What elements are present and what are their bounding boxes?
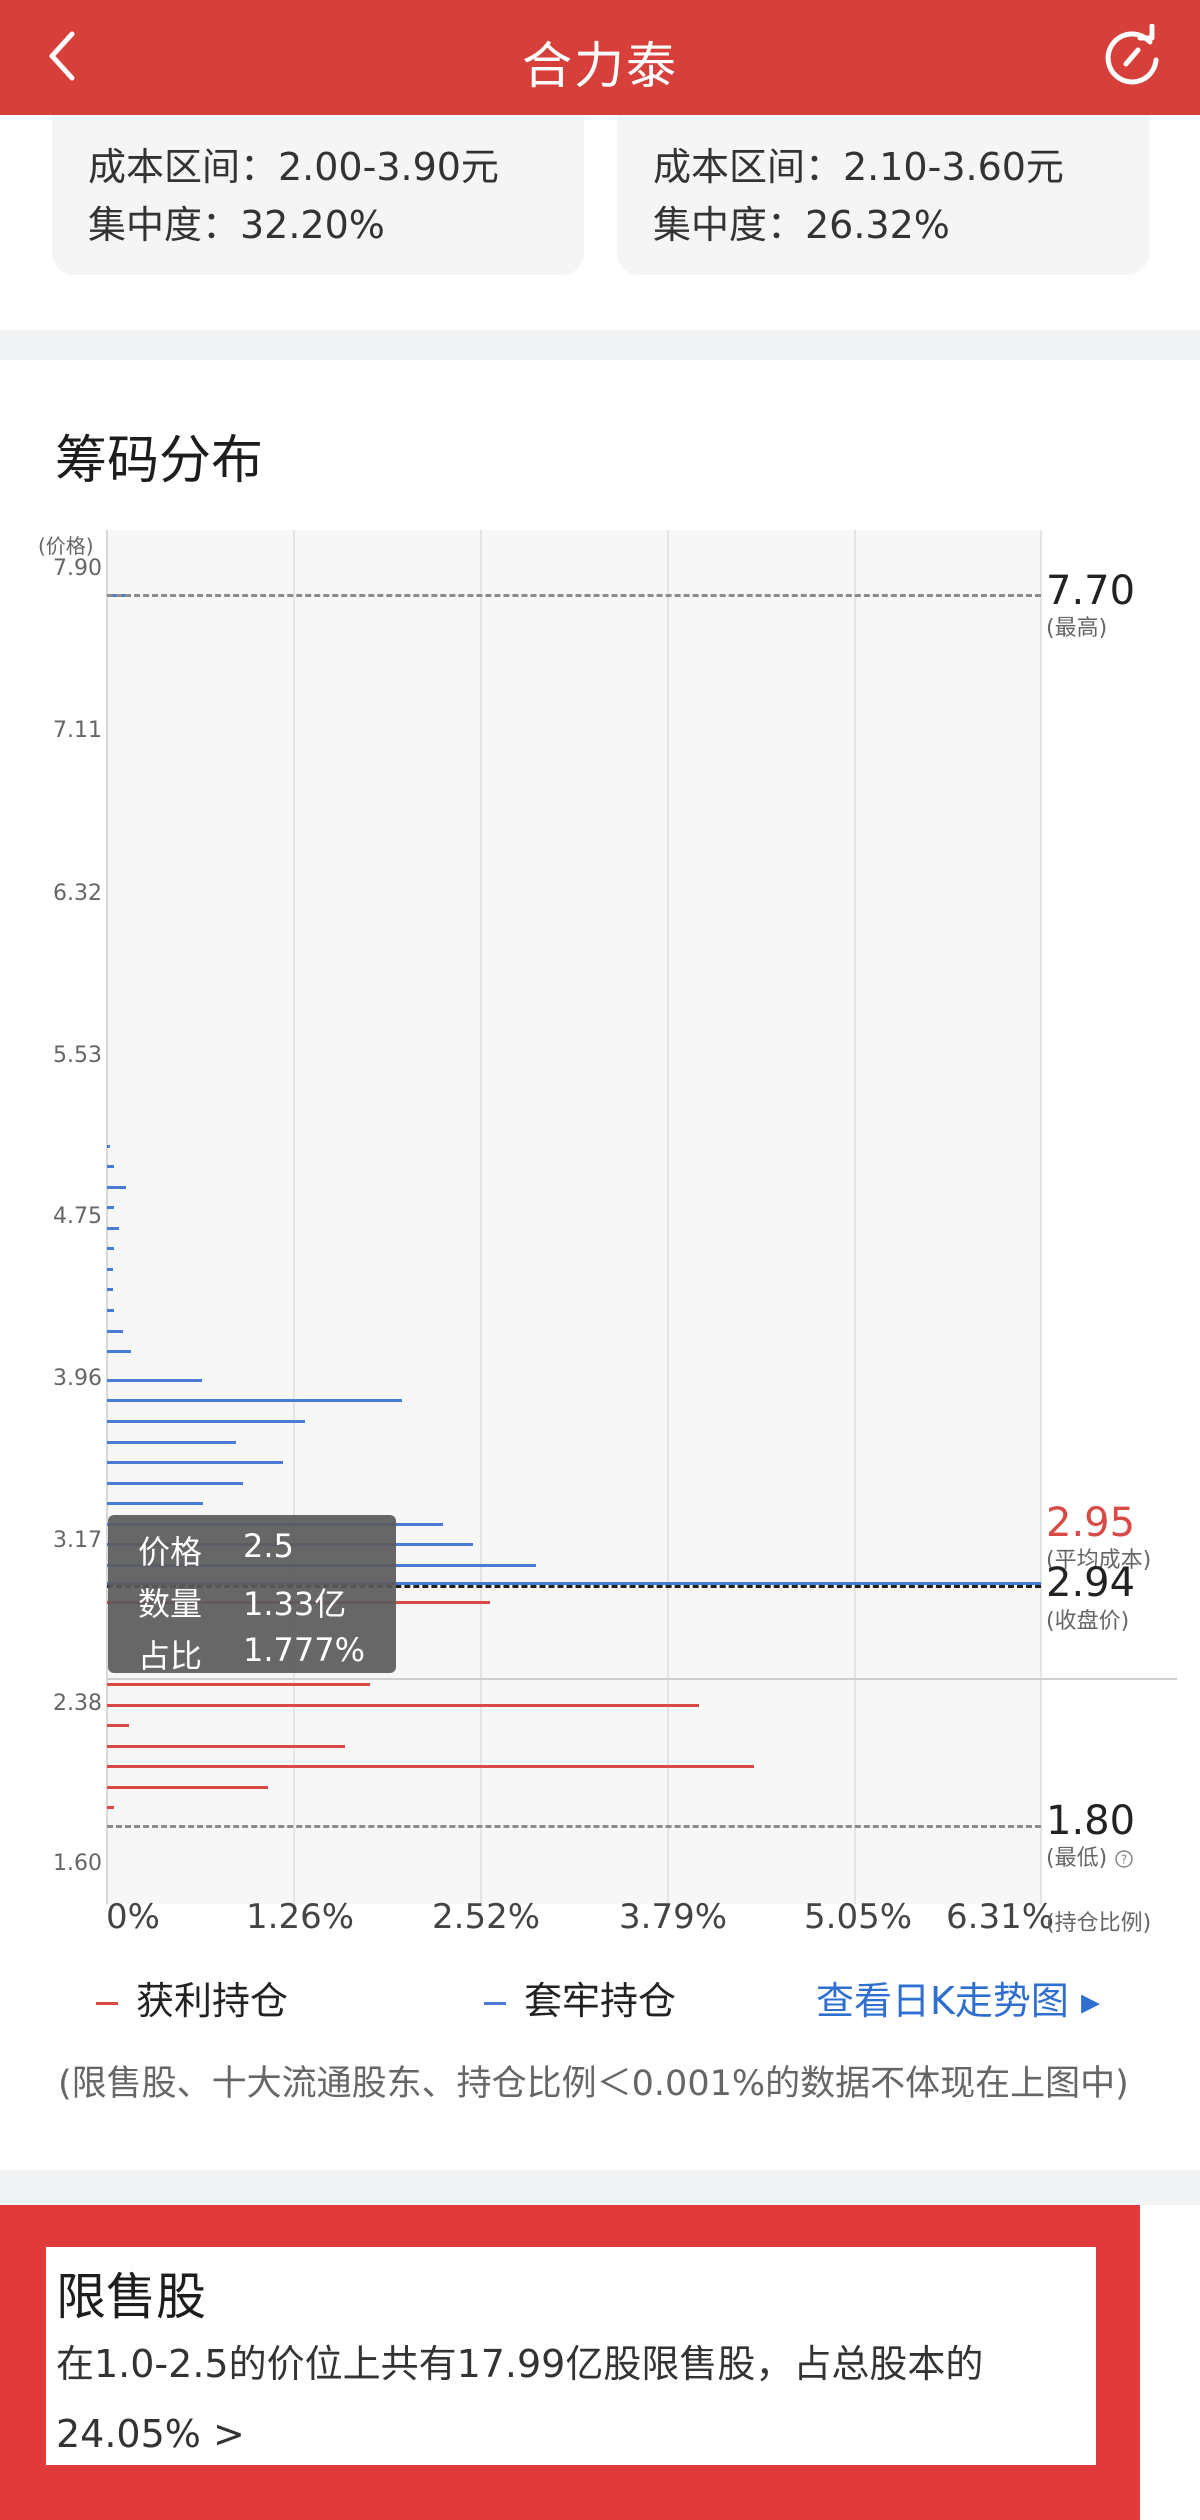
trapped-bar: [107, 1226, 119, 1230]
section-divider: [0, 330, 1200, 360]
profit-bar: [107, 1683, 371, 1687]
gridline: [667, 530, 669, 1904]
help-icon[interactable]: ?: [1114, 1849, 1134, 1869]
low-price-value: 1.80: [1046, 1798, 1136, 1844]
tooltip-ratio-label: 占比: [138, 1637, 203, 1675]
gridline: [854, 530, 856, 1904]
y-tick-label: 6.32: [53, 880, 102, 906]
close-price-label: (收盘价): [1046, 1609, 1130, 1634]
daily-kline-link[interactable]: 查看日K走势图 ▸: [816, 1979, 1101, 2023]
trapped-bar: [107, 1378, 202, 1382]
cost-card: 成本区间：2.10-3.60元 集中度：26.32%: [617, 115, 1149, 275]
x-tick-label: 0%: [106, 1897, 160, 1937]
high-price-line: [107, 594, 1041, 597]
svg-text:?: ?: [1121, 1853, 1127, 1867]
low-price-label: (最低) ?: [1046, 1840, 1134, 1872]
trapped-bar: [107, 1206, 115, 1210]
trapped-bar: [107, 1309, 115, 1312]
restricted-text: 在1.0-2.5的价位上共有17.99亿股限售股，占总股本的24.05% >: [56, 2342, 984, 2456]
y-tick-label: 3.96: [53, 1365, 102, 1391]
avg-cost-label: (平均成本): [1046, 1548, 1152, 1573]
trapped-bar: [107, 1582, 1041, 1586]
page-title: 合力泰: [522, 37, 678, 95]
trapped-bar: [107, 1288, 113, 1292]
y-tick-label: 2.38: [53, 1690, 102, 1716]
trapped-bar: [107, 1185, 127, 1189]
y-tick-label: 7.11: [53, 718, 102, 744]
cost-card: 成本区间：2.00-3.90元 集中度：32.20%: [52, 115, 584, 275]
x-tick-label: 3.79%: [619, 1897, 728, 1937]
tooltip-price-value: 2.5: [243, 1527, 294, 1565]
trapped-bar: [107, 1399, 402, 1403]
profit-bar: [107, 1703, 700, 1707]
trapped-bar: [107, 1350, 131, 1354]
trapped-bar: [107, 1267, 113, 1271]
trapped-bar: [107, 1420, 306, 1423]
trapped-bar: [107, 1144, 110, 1148]
chip-distribution-section: 筹码分布 (价格) 7.90 7.11 6.32 5.53 4.75 3.96 3.17 2.…: [0, 360, 1200, 2170]
profit-bar: [107, 1744, 346, 1748]
x-tick-label: 1.26%: [246, 1897, 355, 1937]
y-axis-line: [106, 530, 108, 1904]
tooltip-price-label: 价格: [138, 1533, 203, 1571]
gridline: [1040, 530, 1042, 1904]
y-tick-label: 5.53: [53, 1043, 102, 1069]
high-price-value: 7.70: [1046, 568, 1136, 614]
y-tick-label: 7.90: [53, 556, 102, 581]
legend-blue-swatch: [484, 2002, 506, 2005]
chevron-left-icon[interactable]: [42, 26, 82, 86]
y-tick-label: 1.60: [53, 1851, 102, 1876]
chart-legend: 获利持仓 套牢持仓 查看日K走势图 ▸: [0, 1970, 1200, 2040]
tooltip-ratio-value: 1.777%: [243, 1631, 366, 1669]
concentration: 集中度：26.32%: [653, 203, 950, 247]
trapped-bar: [107, 1502, 204, 1506]
cost-cards: 成本区间：2.00-3.90元 集中度：32.20% 成本区间：2.10-3.6…: [0, 115, 1200, 330]
y-axis-unit: (价格): [38, 534, 94, 558]
gridline: [480, 530, 482, 1904]
x-axis-unit: (持仓比例): [1046, 1911, 1152, 1936]
restricted-title: 限售股: [56, 2268, 206, 2326]
refresh-icon[interactable]: [1100, 24, 1164, 88]
current-price-line: [107, 1678, 1177, 1680]
legend-trapped[interactable]: 套牢持仓: [484, 1970, 676, 2025]
data-note: (限售股、十大流通股东、持仓比例＜0.001%的数据不体现在上图中): [58, 2064, 1129, 2104]
cost-range: 成本区间：2.00-3.90元: [88, 145, 499, 189]
close-price-line: [107, 1585, 1041, 1588]
legend-profit[interactable]: 获利持仓: [96, 1970, 288, 2025]
avg-cost-value: 2.95: [1046, 1500, 1136, 1546]
profit-bar: [107, 1785, 269, 1789]
low-price-line: [107, 1825, 1041, 1828]
restricted-shares-card[interactable]: 限售股 在1.0-2.5的价位上共有17.99亿股限售股，占总股本的24.05%…: [0, 2205, 1140, 2520]
plot-area: [107, 530, 1041, 1904]
x-tick-label: 6.31%: [946, 1897, 1055, 1937]
gridline: [293, 530, 295, 1904]
close-price-value: 2.94: [1046, 1560, 1136, 1606]
profit-bar: [107, 1724, 130, 1728]
cost-range: 成本区间：2.10-3.60元: [653, 145, 1064, 189]
section-title: 筹码分布: [55, 431, 264, 491]
top-bar: 合力泰: [0, 0, 1200, 115]
trapped-bar: [107, 1440, 236, 1444]
trapped-bar: [107, 1461, 284, 1465]
profit-bar: [107, 1806, 115, 1810]
tooltip-qty-value: 1.33亿: [243, 1585, 347, 1623]
y-tick-label: 3.17: [53, 1528, 102, 1554]
trapped-bar: [107, 1247, 115, 1251]
profit-bar: [107, 1765, 754, 1769]
x-tick-label: 5.05%: [804, 1897, 913, 1937]
trapped-bar: [107, 1165, 115, 1169]
y-tick-label: 4.75: [53, 1203, 102, 1229]
concentration: 集中度：32.20%: [88, 203, 385, 247]
legend-red-swatch: [96, 2002, 118, 2005]
x-tick-label: 2.52%: [432, 1897, 541, 1937]
high-price-label: (最高): [1046, 616, 1108, 641]
restricted-shares-content: 限售股 在1.0-2.5的价位上共有17.99亿股限售股，占总股本的24.05%…: [46, 2247, 1096, 2465]
section-divider: [0, 2170, 1200, 2205]
price-tooltip: 价格 2.5 数量 1.33亿 占比 1.777%: [108, 1515, 396, 1675]
trapped-bar: [107, 1329, 124, 1333]
tooltip-qty-label: 数量: [138, 1585, 203, 1623]
chip-chart: (价格) 7.90 7.11 6.32 5.53 4.75 3.96 3.17 2.38 1.6…: [0, 360, 1200, 1990]
trapped-bar: [107, 1481, 244, 1485]
